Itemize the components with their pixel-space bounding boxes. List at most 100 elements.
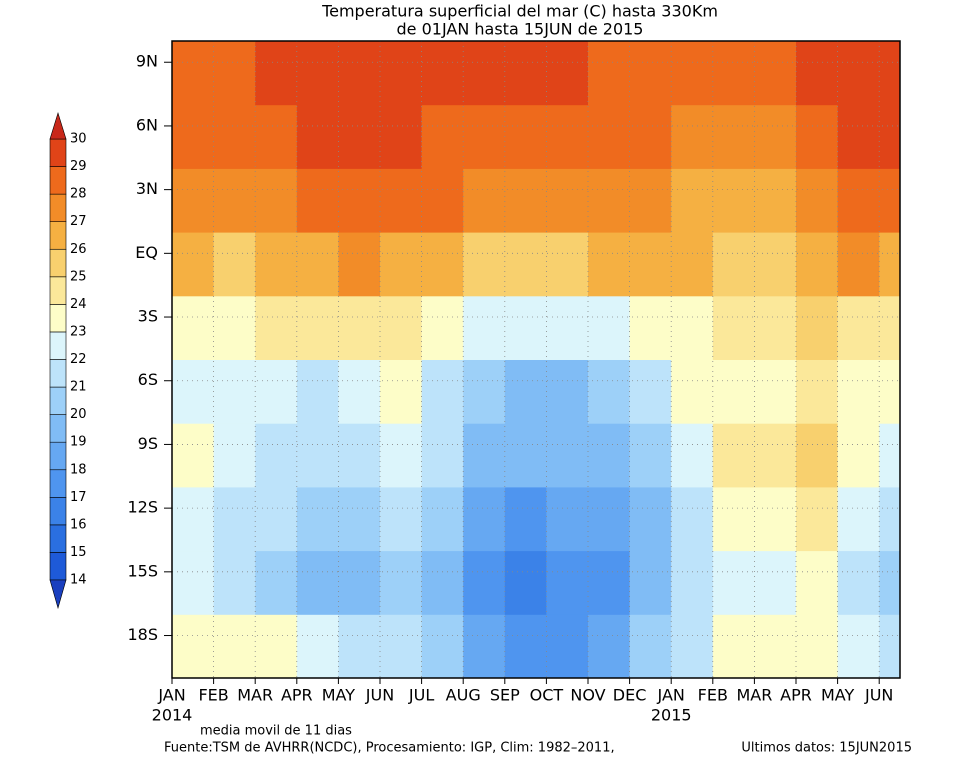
heat-cell [546,104,589,169]
heat-cell [671,232,714,297]
heat-cell [754,41,797,106]
x-tick-label: DEC [613,686,647,705]
heat-cell [837,41,880,106]
heat-cell [421,104,464,169]
heat-cell [463,550,506,615]
heat-cell [546,232,589,297]
heat-cell [796,486,839,552]
heat-cell [172,486,215,552]
year-label: 2015 [651,706,692,725]
heat-cell [837,104,880,169]
heat-cell [796,104,839,169]
heat-cell [213,614,256,679]
heat-cell [588,359,631,424]
heat-cell [754,423,797,488]
note: Ultimos datos: 15JUN2015 [741,741,912,756]
heat-cell [338,486,381,552]
heat-cell [463,614,506,679]
x-tick-label: APR [281,686,313,705]
colorbar-segment [49,469,67,498]
colorbar-label: 28 [70,187,87,202]
chart-subtitle: de 01JAN hasta 15JUN de 2015 [397,20,644,39]
heat-cell [504,359,547,424]
y-tick-label: 18S [127,625,158,644]
heat-cell [255,232,298,297]
colorbar-segment [49,359,67,388]
heat-cell [380,486,423,552]
y-tick-label: 12S [127,498,158,517]
colorbar-label: 26 [70,242,87,257]
colorbar-label: 27 [70,214,87,229]
heat-cell [296,295,339,360]
heat-cell [421,168,464,233]
heat-cell [629,486,672,552]
colorbar-label: 25 [70,269,87,284]
heat-cell [296,168,339,233]
colorbar-segment [49,331,67,360]
note: Fuente:TSM de AVHRR(NCDC), Procesamiento… [164,741,615,756]
heat-cell [837,423,880,488]
heat-cell [588,104,631,169]
heat-cell [588,423,631,488]
heat-cell [712,232,755,297]
heat-cell [172,359,215,424]
heat-cell [712,168,755,233]
heat-cell [338,614,381,679]
heat-cell [629,614,672,679]
heat-cell [338,104,381,169]
heat-cell [463,359,506,424]
heat-cell [837,232,880,297]
heat-cell [338,295,381,360]
x-tick-label: MAR [237,686,273,705]
heat-cell [796,168,839,233]
colorbar-segment [49,248,67,278]
heat-cell [796,550,839,615]
heat-cell [879,423,901,488]
heat-cell [172,104,215,169]
heat-cell [712,614,755,679]
heat-cell [629,104,672,169]
heat-cell [837,359,880,424]
heat-cell [754,486,797,552]
heat-cell [837,295,880,360]
colorbar-segment [49,552,67,581]
x-tick-label: MAY [821,686,855,705]
colorbar-segment [49,524,67,553]
colorbar-segment [49,166,67,195]
colorbar-segment [49,497,67,526]
heat-cell [380,41,423,106]
heat-cell [421,232,464,297]
heat-cell [588,232,631,297]
heat-cell [504,486,547,552]
heat-cell [380,614,423,679]
heat-cell [712,359,755,424]
colorbar-label: 15 [70,545,87,560]
colorbar-segment [49,276,67,305]
heat-cell [421,614,464,679]
heat-cell [380,359,423,424]
heat-cell [504,168,547,233]
heat-cell [421,359,464,424]
heat-cell [588,295,631,360]
heat-cell [879,614,901,679]
x-tick-label: OCT [530,686,564,705]
heat-cell [837,614,880,679]
heat-cell [172,550,215,615]
heat-cell [588,550,631,615]
heat-cell [588,168,631,233]
colorbar-label: 24 [70,297,87,312]
heat-cell [671,486,714,552]
heat-cell [879,550,901,615]
heat-cell [754,168,797,233]
heat-cell [754,550,797,615]
heat-cell [546,168,589,233]
heat-cell [296,486,339,552]
heat-cell [213,168,256,233]
heat-cell [588,486,631,552]
heat-cell [338,359,381,424]
heat-cell [172,295,215,360]
heat-cell [172,168,215,233]
heat-cell [296,41,339,106]
colorbar-label: 23 [70,324,87,339]
